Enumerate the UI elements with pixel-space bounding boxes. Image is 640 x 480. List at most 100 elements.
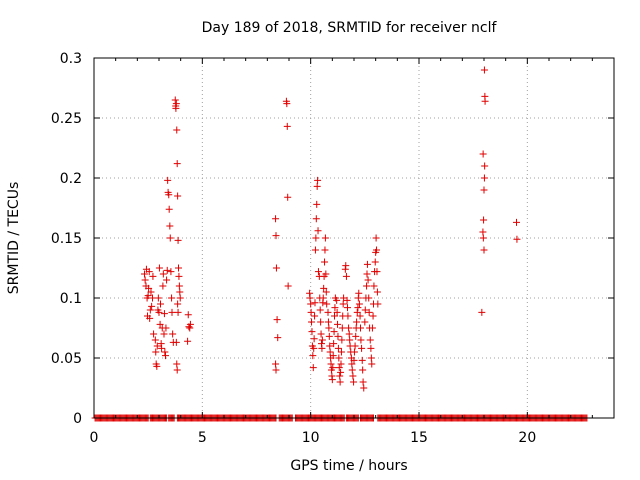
data-point	[348, 366, 356, 374]
data-point	[368, 360, 376, 368]
data-point	[364, 276, 372, 284]
data-point	[353, 318, 361, 326]
data-point	[356, 312, 364, 320]
y-tick-label: 0.3	[60, 51, 82, 67]
data-point	[321, 258, 329, 266]
data-point	[186, 320, 194, 328]
data-point	[355, 300, 363, 308]
data-point	[343, 296, 351, 304]
data-point	[317, 318, 325, 326]
data-point	[326, 342, 334, 350]
data-point	[361, 318, 369, 326]
x-tick-label: 20	[518, 430, 536, 446]
data-point	[479, 228, 487, 236]
data-point	[168, 294, 176, 302]
data-point	[345, 324, 353, 332]
data-point	[168, 308, 176, 316]
data-point	[363, 270, 371, 278]
data-point	[166, 222, 174, 230]
data-point	[307, 300, 315, 308]
data-point	[481, 92, 489, 100]
data-point	[162, 324, 170, 332]
data-point	[358, 356, 366, 364]
data-point	[173, 360, 181, 368]
data-point	[169, 330, 177, 338]
data-point	[513, 218, 520, 226]
data-point	[336, 378, 344, 386]
data-point	[351, 342, 359, 350]
data-point	[322, 270, 330, 278]
chart-title: Day 189 of 2018, SRMTID for receiver ncl…	[202, 20, 498, 36]
data-point	[174, 236, 182, 244]
data-point	[308, 328, 316, 336]
data-point	[147, 288, 155, 296]
data-point	[151, 336, 159, 344]
data-point	[141, 276, 149, 284]
data-point	[184, 337, 192, 345]
data-point	[360, 384, 368, 392]
data-point	[479, 150, 487, 158]
data-point	[146, 314, 154, 322]
data-point	[369, 312, 377, 320]
data-point	[322, 288, 330, 296]
data-point	[146, 306, 154, 314]
data-point	[329, 364, 337, 372]
data-point	[149, 272, 157, 280]
data-point	[174, 308, 182, 316]
data-point	[345, 330, 353, 338]
y-axis-label: SRMTID / TECUs	[6, 182, 22, 295]
data-point	[478, 308, 486, 316]
data-point	[161, 348, 169, 356]
data-point	[319, 294, 327, 302]
data-point	[272, 232, 280, 240]
data-point	[162, 352, 169, 360]
data-point	[334, 332, 342, 340]
data-point	[335, 354, 343, 362]
data-point	[373, 246, 381, 254]
data-point	[346, 336, 354, 344]
data-point	[172, 100, 180, 108]
data-point	[314, 268, 322, 276]
data-point	[480, 246, 488, 254]
data-point	[359, 378, 367, 386]
data-point	[355, 289, 363, 297]
data-point	[331, 304, 339, 312]
data-point	[357, 336, 365, 344]
data-point	[337, 368, 345, 376]
data-point	[349, 372, 357, 380]
data-point	[352, 332, 360, 340]
data-point	[366, 336, 374, 344]
data-point	[318, 336, 326, 344]
data-point	[330, 340, 338, 348]
data-point	[353, 308, 361, 316]
data-point	[342, 272, 350, 280]
data-point	[311, 312, 319, 320]
data-point	[164, 176, 172, 184]
data-point	[339, 300, 347, 308]
data-point	[320, 284, 328, 292]
data-point	[272, 264, 280, 272]
data-point	[173, 126, 181, 134]
y-tick-label: 0.1	[60, 291, 82, 307]
data-point	[314, 227, 322, 235]
data-point	[283, 122, 291, 130]
data-point	[344, 304, 351, 312]
data-point	[186, 324, 194, 332]
data-point	[176, 288, 184, 296]
data-point	[357, 324, 364, 332]
data-point	[160, 310, 168, 318]
data-point	[311, 299, 319, 307]
data-point	[313, 182, 321, 190]
data-point	[153, 362, 161, 370]
data-point	[144, 292, 152, 300]
data-point	[174, 192, 182, 200]
data-point	[480, 66, 488, 74]
y-tick-label: 0.2	[60, 171, 82, 187]
data-point	[159, 282, 167, 290]
data-point	[145, 284, 153, 292]
data-point	[309, 352, 317, 360]
data-point	[155, 264, 163, 272]
data-point	[344, 312, 352, 320]
data-point	[173, 160, 181, 168]
